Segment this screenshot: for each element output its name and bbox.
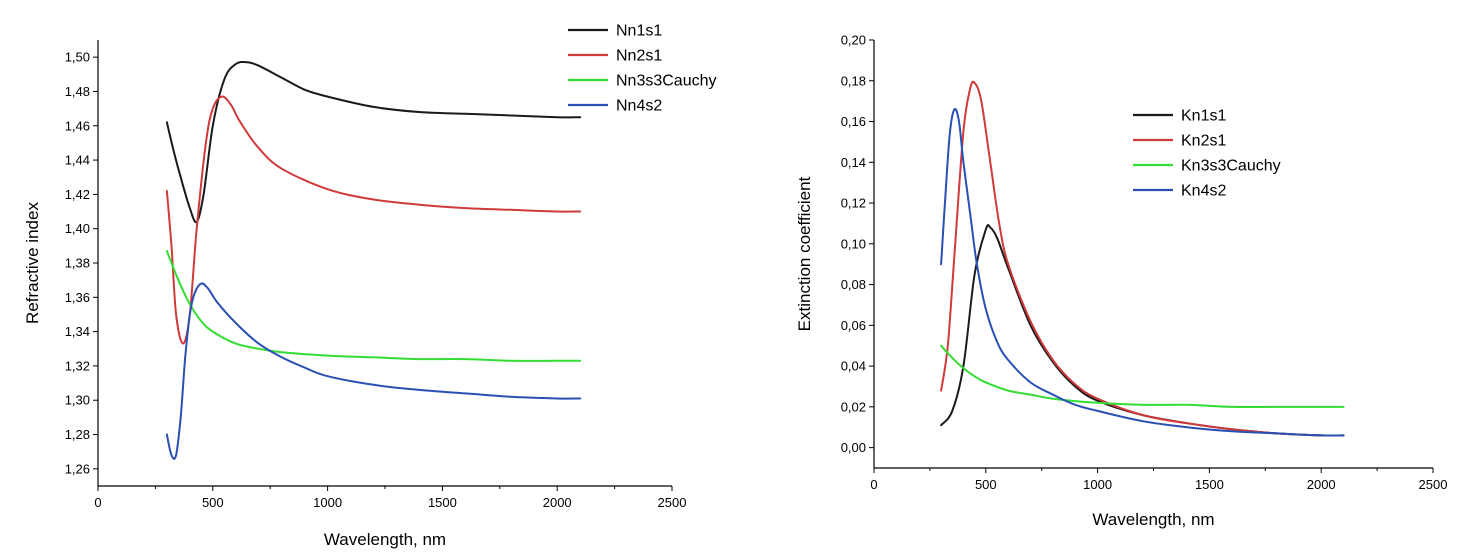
chart1-y-tick-label: 1,26 (65, 461, 90, 476)
chart1-legend-label: Nn1s1 (616, 23, 662, 40)
chart2-legend-label: Kn3s3Cauchy (1181, 158, 1281, 175)
chart2-x-tick-label: 0 (870, 477, 877, 492)
chart1-series-line-nn3s3cauchy (165, 250, 582, 362)
chart1-y-tick-label: 1,50 (65, 50, 90, 65)
chart2-x-tick-label: 2500 (1419, 477, 1448, 492)
chart2-series-line-kn4s2 (940, 107, 1345, 437)
chart2-y-tick-label: 0,04 (841, 359, 866, 374)
chart1-legend-label: Nn4s2 (616, 98, 662, 115)
chart2-series-line-kn2s1 (940, 80, 1345, 437)
chart1-y-tick-label: 1,32 (65, 358, 90, 373)
chart1-y-tick-label: 1,30 (65, 393, 90, 408)
chart1-x-tick-label: 1000 (313, 495, 342, 510)
chart1-x-axis-title: Wavelength, nm (324, 530, 446, 549)
chart1-y-tick-label: 1,44 (65, 153, 90, 168)
chart2-y-tick-label: 0,16 (841, 114, 866, 129)
chart2-y-tick-label: 0,14 (841, 155, 866, 170)
chart2-y-axis-title: Extinction coefficient (795, 176, 814, 331)
chart1-y-tick-label: 1,48 (65, 84, 90, 99)
chart2-x-tick-label: 1500 (1195, 477, 1224, 492)
chart1-y-tick-label: 1,34 (65, 324, 90, 339)
chart1-y-axis-title: Refractive index (23, 202, 42, 324)
chart2-x-axis-title: Wavelength, nm (1092, 510, 1214, 529)
chart1-series-line-nn2s1 (165, 95, 582, 345)
chart2-x-tick-label: 2000 (1307, 477, 1336, 492)
chart1-y-tick-label: 1,28 (65, 427, 90, 442)
chart2-legend-label: Kn4s2 (1181, 183, 1226, 200)
chart2-legend-label: Kn1s1 (1181, 108, 1226, 125)
chart1-y-tick-label: 1,42 (65, 187, 90, 202)
chart2-y-tick-label: 0,02 (841, 399, 866, 414)
chart1-legend-label: Nn2s1 (616, 48, 662, 65)
chart2-y-tick-label: 0,20 (841, 33, 866, 48)
chart1-group: 0 500 1000 1500 2000 2500 1,26 1,28 1,30 1,32 1,34… (23, 23, 717, 550)
chart2-y-tick-label: 0,18 (841, 73, 866, 88)
chart1-y-tick-label: 1,36 (65, 290, 90, 305)
chart2-y-tick-label: 0,06 (841, 318, 866, 333)
chart1-series-line-nn1s1 (165, 60, 582, 224)
chart1-y-tick-label: 1,40 (65, 221, 90, 236)
chart2-y-tick-label: 0,10 (841, 236, 866, 251)
chart2-y-tick-label: 0,12 (841, 196, 866, 211)
chart1-x-tick-label: 0 (94, 495, 101, 510)
chart2-group: 0 500 1000 1500 2000 2500 0,00 0,02 0,04 0,06 0,08… (795, 33, 1447, 530)
chart2-y-tick-label: 0,00 (841, 440, 866, 455)
chart1-legend-label: Nn3s3Cauchy (616, 73, 717, 90)
chart2-y-tick-label: 0,08 (841, 277, 866, 292)
chart2-series-line-kn3s3cauchy (940, 344, 1345, 409)
chart2-x-tick-label: 1000 (1083, 477, 1112, 492)
chart1-y-tick-label: 1,46 (65, 118, 90, 133)
chart1-x-tick-label: 1500 (428, 495, 457, 510)
chart1-x-tick-label: 2000 (543, 495, 572, 510)
chart2-x-tick-label: 500 (975, 477, 997, 492)
chart1-x-tick-label: 500 (202, 495, 224, 510)
chart1-series-line-nn4s2 (165, 282, 582, 460)
chart2-legend-label: Kn2s1 (1181, 133, 1226, 150)
chart1-x-tick-label: 2500 (658, 495, 687, 510)
chart1-y-tick-label: 1,38 (65, 256, 90, 271)
